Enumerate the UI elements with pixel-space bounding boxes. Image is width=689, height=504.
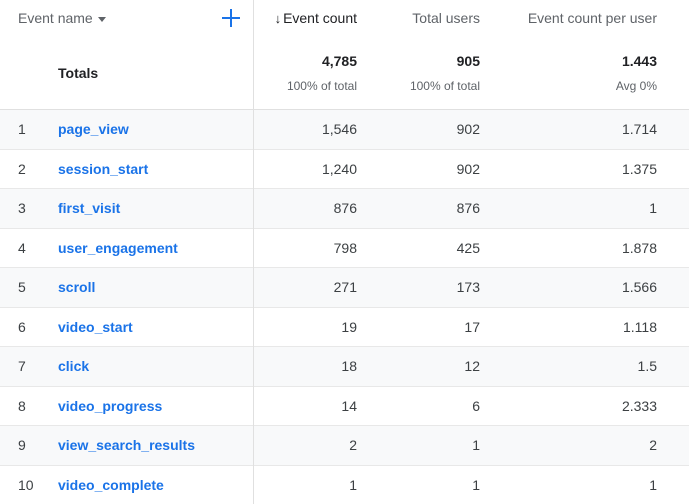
total-users-cell: 173 [456,279,480,296]
event-name-link[interactable]: video_complete [58,476,164,493]
sort-descending-icon: ↓ [274,10,282,26]
event-name-cell: scroll [58,268,248,307]
event-name-link[interactable]: first_visit [58,200,121,217]
table-row: 2 session_start 1,240 902 1.375 [0,150,689,189]
table-row: 5 scroll 271 173 1.566 [0,268,689,308]
totals-event-count-cell: 4,785 100% of total [254,36,357,109]
total-users-column-header[interactable]: Total users [357,0,480,36]
event-name-cell: user_engagement [58,229,248,268]
event-count-cell: 2 [349,437,357,454]
event-count-cell: 19 [341,318,357,335]
event-name-cell: video_complete [58,466,248,504]
totals-total-users-stack: 905 100% of total [410,52,480,94]
event-count-per-user-cell: 1.118 [623,318,657,335]
event-count-per-user-cell: 1 [649,476,657,493]
event-name-link[interactable]: scroll [58,279,96,296]
row-number: 2 [18,160,26,177]
event-name-link[interactable]: user_engagement [58,239,178,256]
row-number: 10 [18,476,34,493]
total-users-cell: 1 [472,476,480,493]
total-users-cell: 17 [464,318,480,335]
event-count-cell: 1,546 [321,121,357,138]
table-row: 6 video_start 19 17 1.118 [0,308,689,347]
caret-down-icon [97,16,106,22]
event-count-cell: 18 [341,358,357,375]
event-count-cell: 798 [333,239,357,256]
totals-total-users: 905 [456,52,480,69]
table-row: 1 page_view 1,546 902 1.714 [0,110,689,150]
table-row: 10 video_complete 1 1 1 [0,466,689,504]
table-row: 3 first_visit 876 876 1 [0,189,689,229]
event-name-cell: click [58,347,248,386]
event-name-cell: video_progress [58,387,248,426]
event-count-column-header[interactable]: ↓ Event count [254,0,357,36]
event-count-per-user-header-label: Event count per user [527,10,657,26]
event-name-column-header[interactable]: Event name [18,0,218,36]
row-number: 8 [18,397,26,414]
total-users-cell: 876 [456,200,480,217]
totals-label: Totals [58,64,99,81]
table-row: 9 view_search_results 2 1 2 [0,426,689,466]
event-name-header-label: Event name [18,10,93,26]
event-count-cell: 876 [333,200,357,217]
event-name-link[interactable]: session_start [58,160,149,177]
totals-event-count-percent: 100% of total [286,78,357,93]
total-users-header-label: Total users [412,10,480,26]
totals-event-count-per-user-avg: Avg 0% [615,78,657,93]
row-number: 5 [18,279,26,296]
row-number: 9 [18,437,26,454]
totals-per-user-stack: 1.443 Avg 0% [616,52,657,94]
row-number: 7 [18,358,26,375]
total-users-cell: 425 [456,239,480,256]
totals-event-count-per-user: 1.443 [621,52,657,69]
event-name-link[interactable]: view_search_results [58,437,195,454]
row-number: 3 [18,200,26,217]
event-count-per-user-cell: 2 [649,437,657,454]
row-number: 1 [18,121,26,138]
event-count-cell: 1,240 [321,160,357,177]
total-users-cell: 6 [472,397,480,414]
event-count-per-user-cell: 2.333 [621,397,657,414]
total-users-cell: 12 [464,358,480,375]
event-name-cell: video_start [58,308,248,347]
event-name-link[interactable]: page_view [58,121,129,138]
event-count-cell: 1 [349,476,357,493]
event-count-per-user-column-header[interactable]: Event count per user [480,0,657,36]
column-divider [253,36,254,504]
event-name-cell: first_visit [58,189,248,228]
event-count-per-user-cell: 1 [649,200,657,217]
event-count-cell: 14 [341,397,357,414]
table-row: 8 video_progress 14 6 2.333 [0,387,689,426]
total-users-cell: 902 [456,160,480,177]
event-count-per-user-cell: 1.5 [637,358,657,375]
event-count-per-user-cell: 1.566 [621,279,657,296]
event-count-per-user-cell: 1.375 [621,160,657,177]
event-name-link[interactable]: video_start [58,318,133,335]
event-name-cell: view_search_results [58,426,248,465]
event-name-link[interactable]: video_progress [58,397,163,414]
row-number: 6 [18,318,26,335]
table-row: 4 user_engagement 798 425 1.878 [0,229,689,268]
table-header: Event name ↓ Event count Total users Eve… [0,0,689,36]
event-count-cell: 271 [333,279,357,296]
event-name-cell: session_start [58,150,248,189]
totals-total-users-cell: 905 100% of total [357,36,480,109]
column-divider-header [253,0,254,36]
row-number: 4 [18,239,26,256]
event-count-per-user-cell: 1.714 [621,121,657,138]
total-users-cell: 902 [456,121,480,138]
event-name-cell: page_view [58,110,248,149]
totals-row: Totals 4,785 100% of total 905 100% of t… [0,36,689,110]
add-dimension-button[interactable] [219,6,243,30]
event-count-header-label: Event count [283,10,357,26]
event-name-link[interactable]: click [58,358,90,375]
total-users-cell: 1 [472,437,480,454]
table-row: 7 click 18 12 1.5 [0,347,689,387]
totals-event-count: 4,785 [321,52,357,69]
totals-total-users-percent: 100% of total [409,78,480,93]
totals-event-count-stack: 4,785 100% of total [287,52,357,94]
totals-per-user-cell: 1.443 Avg 0% [480,36,657,109]
event-count-per-user-cell: 1.878 [621,239,657,256]
